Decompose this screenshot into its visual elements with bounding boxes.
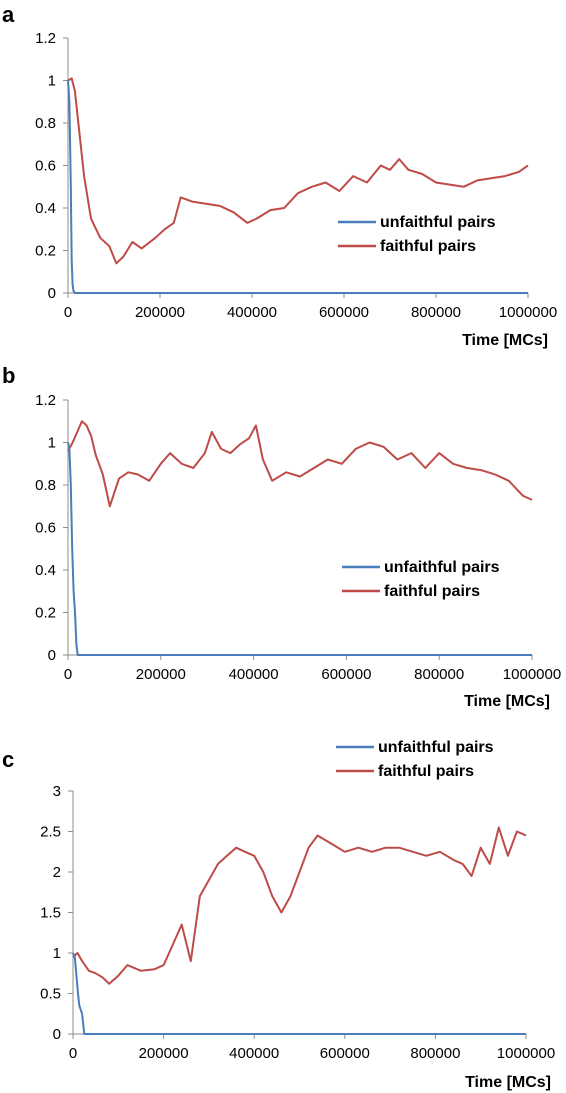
x-tick-label: 200000 (139, 1045, 189, 1062)
x-tick-label: 1000000 (499, 304, 557, 321)
x-tick-label: 400000 (229, 666, 279, 683)
y-tick-label: 1.2 (35, 392, 56, 409)
series-line-faithful (67, 420, 533, 508)
legend-label-unfaithful: unfaithful pairs (380, 214, 496, 231)
x-tick-label: 600000 (320, 1045, 370, 1062)
x-tick-label: 400000 (229, 1045, 279, 1062)
y-tick-label: 0.4 (35, 562, 56, 579)
x-tick-label: 600000 (319, 304, 369, 321)
y-tick-label: 2 (53, 864, 61, 881)
y-tick-label: 2.5 (40, 824, 61, 841)
legend-label-faithful: faithful pairs (384, 583, 480, 600)
y-tick-label: 0 (48, 285, 56, 302)
y-tick-label: 0.2 (35, 243, 56, 260)
y-tick-label: 1 (53, 945, 61, 962)
legend-label-unfaithful: unfaithful pairs (378, 739, 494, 756)
x-tick-label: 1000000 (503, 666, 561, 683)
chart-panel-b: b 0 0.2 0.4 0.6 0.8 1 1.2 0 200000 400000 600000 800… (2, 363, 561, 710)
y-tick-label: 1 (48, 435, 56, 452)
series-line-faithful (67, 77, 529, 265)
x-tick-label: 0 (64, 304, 72, 321)
x-tick-label: 0 (64, 666, 72, 683)
y-tick-label: 0.6 (35, 158, 56, 175)
panel-label: c (2, 747, 14, 772)
y-tick-label: 0.4 (35, 200, 56, 217)
y-tick-label: 0.6 (35, 520, 56, 537)
x-tick-label: 1000000 (497, 1045, 555, 1062)
x-tick-label: 200000 (135, 304, 185, 321)
series-line-faithful (72, 826, 527, 985)
x-tick-label: 800000 (411, 304, 461, 321)
chart-panel-a: a 0 0.2 0.4 0.6 0.8 1 1.2 0 200000 400000 600000 800… (2, 2, 557, 349)
legend-label-faithful: faithful pairs (378, 763, 474, 780)
x-axis-title: Time [MCs] (465, 1074, 551, 1091)
panel-label: a (2, 2, 15, 27)
series-line-unfaithful (67, 442, 532, 656)
x-tick-label: 0 (69, 1045, 77, 1062)
x-tick-label: 200000 (136, 666, 186, 683)
x-tick-label: 400000 (227, 304, 277, 321)
x-tick-label: 800000 (414, 666, 464, 683)
x-axis-title: Time [MCs] (462, 332, 548, 349)
y-tick-label: 0 (48, 647, 56, 664)
x-tick-label: 600000 (321, 666, 371, 683)
x-tick-label: 800000 (410, 1045, 460, 1062)
y-tick-label: 0 (53, 1026, 61, 1043)
chart-panel-c: c 0 0.5 1 1.5 2 2.5 3 0 200000 400000 600000 800000 1… (2, 739, 555, 1091)
y-tick-label: 3 (53, 783, 61, 800)
y-tick-label: 0.2 (35, 605, 56, 622)
y-tick-label: 0.5 (40, 986, 61, 1003)
legend-label-faithful: faithful pairs (380, 238, 476, 255)
panel-label: b (2, 363, 15, 388)
series-line-unfaithful (72, 952, 526, 1035)
y-tick-label: 0.8 (35, 115, 56, 132)
y-tick-label: 1.5 (40, 905, 61, 922)
y-tick-label: 0.8 (35, 477, 56, 494)
legend-label-unfaithful: unfaithful pairs (384, 559, 500, 576)
y-tick-label: 1.2 (35, 30, 56, 47)
series-line-unfaithful (67, 80, 528, 294)
y-tick-label: 1 (48, 73, 56, 90)
x-axis-title: Time [MCs] (464, 693, 550, 710)
